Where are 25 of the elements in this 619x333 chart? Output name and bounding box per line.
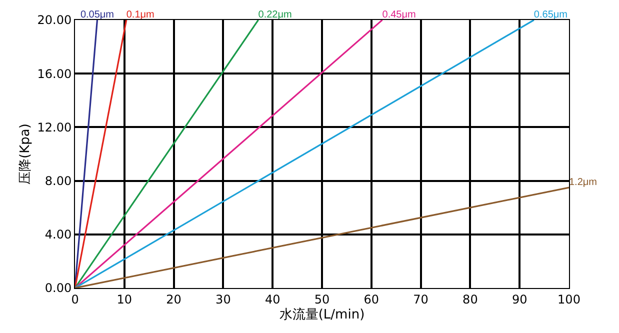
x-axis-title: 水流量(L/min) xyxy=(279,306,365,322)
y-axis-title: 压降(Kpa) xyxy=(18,124,34,184)
y-tick-label: 12.00 xyxy=(37,120,72,134)
y-tick-label: 8.00 xyxy=(44,174,72,188)
x-tick-label: 100 xyxy=(558,292,580,306)
y-tick-label: 20.00 xyxy=(37,13,72,28)
series-label: 0.65μm xyxy=(534,10,568,20)
series-label: 0.05μm xyxy=(80,10,114,20)
series-label: 1.2μm xyxy=(569,177,597,188)
x-tick-label: 30 xyxy=(216,292,231,306)
y-tick-label: 16.00 xyxy=(37,66,72,81)
series-label: 0.45μm xyxy=(382,10,416,20)
x-tick-label: 0 xyxy=(71,292,79,306)
x-tick-label: 60 xyxy=(364,292,380,306)
x-tick-label: 10 xyxy=(116,292,132,306)
x-tick-label: 50 xyxy=(314,292,330,306)
x-tick-label: 40 xyxy=(264,292,280,306)
x-tick-label: 70 xyxy=(413,292,428,306)
series-label: 0.1μm xyxy=(126,10,154,20)
x-tick-label: 20 xyxy=(166,292,182,306)
series-label: 0.22μm xyxy=(258,10,292,20)
y-tick-label: 0.00 xyxy=(44,281,72,296)
y-tick-label: 4.00 xyxy=(44,228,72,242)
x-tick-label: 80 xyxy=(462,292,478,306)
x-tick-label: 90 xyxy=(512,292,528,306)
